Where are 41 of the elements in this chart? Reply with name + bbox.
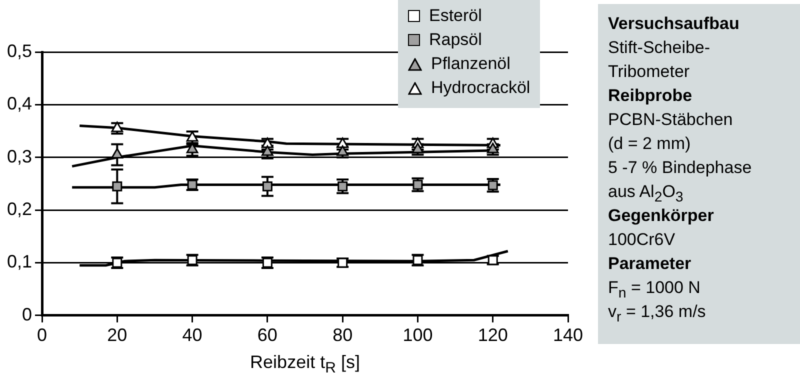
x-axis-title: Reibzeit t$_{R}$ [s] xyxy=(249,352,361,377)
text: aus Al$_{2}$O$_{3}$ xyxy=(608,181,684,206)
y-tick-label: 0,5 xyxy=(6,40,32,61)
point xyxy=(336,145,349,156)
x-tick-label: 20 xyxy=(107,325,128,346)
x-tick-label: 120 xyxy=(478,325,508,346)
x-tick-label: 60 xyxy=(257,325,278,346)
point xyxy=(111,122,124,132)
y-tick-label: 0 xyxy=(22,304,32,324)
text: (d = 2 mm) xyxy=(608,133,692,155)
x-tick-label: 100 xyxy=(402,325,433,346)
text: Tribometer xyxy=(608,61,691,83)
text: 5 -7 % Bindephase xyxy=(608,157,753,179)
text: Gegenkörper xyxy=(608,205,715,227)
x-tick-label: 140 xyxy=(552,325,584,346)
text: Versuchsaufbau xyxy=(608,13,740,35)
x-tick-label: 80 xyxy=(332,325,353,346)
text: Stift-Scheibe- xyxy=(608,37,712,59)
point xyxy=(336,137,349,148)
y-tick-label: 0,1 xyxy=(6,252,32,272)
y-tick-label: 0,4 xyxy=(6,94,32,114)
point xyxy=(111,148,124,158)
text: PCBN-Stäbchen xyxy=(608,109,734,131)
x-tick-label: 40 xyxy=(182,325,202,346)
legend-label: Esteröl xyxy=(429,5,482,27)
legend-label: Pflanzenöl xyxy=(431,53,510,75)
legend-label: Rapsöl xyxy=(429,29,482,51)
point xyxy=(261,137,274,148)
point xyxy=(261,145,274,156)
x-tick-label: 0 xyxy=(37,325,48,346)
text: v$_{r}$ = 1,36 m/s xyxy=(608,301,707,326)
y-tick-label: 0,3 xyxy=(6,146,32,166)
point xyxy=(186,131,198,142)
legend-label: Hydrocracköl xyxy=(431,77,530,99)
y-tick-label: 0,2 xyxy=(6,199,32,220)
text: Reibprobe xyxy=(608,85,694,107)
point xyxy=(412,142,424,154)
text: 100Cr6V xyxy=(608,229,676,251)
text: F$_{n}$ = 1000 N xyxy=(608,277,702,302)
point xyxy=(486,142,499,154)
text: Parameter xyxy=(608,253,692,275)
